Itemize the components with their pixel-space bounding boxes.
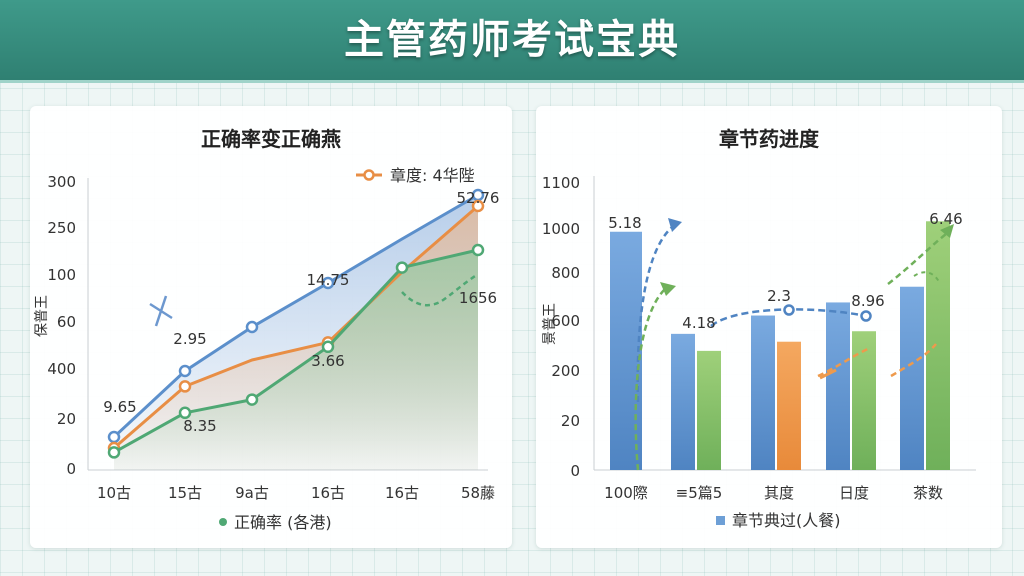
x-tick-label: 茶数 [913, 484, 943, 502]
x-tick-label: 16古 [311, 484, 345, 502]
data-label: 1656 [459, 289, 497, 307]
y-tick-label: 1100 [542, 174, 580, 192]
line-chart-panel: 正确率变正确燕 300 250 100 60 400 20 0 保普王 10古 15古 9a古 16古 1… [30, 106, 512, 548]
arrow-head [668, 218, 682, 232]
data-point [471, 243, 485, 257]
sparkle-icon [149, 295, 173, 327]
bar-chart-panel: 章节药进度 1100 1000 800 600 200 20 0 景普王 100際 ≡5篇5 其度 日度… [536, 106, 1002, 548]
data-label: 14.75 [307, 271, 350, 289]
y-axis-label: 景普王 [542, 303, 558, 345]
series-area [114, 250, 478, 470]
data-point [245, 393, 259, 406]
legend-swatch [716, 516, 725, 525]
data-label: 3.66 [311, 352, 344, 370]
x-tick-label: ≡5篇5 [676, 484, 723, 502]
data-point [860, 310, 872, 322]
x-tick-label: 日度 [839, 484, 869, 502]
bar [697, 350, 721, 470]
line-chart: 正确率变正确燕 300 250 100 60 400 20 0 保普王 10古 15古 9a古 16古 1… [34, 127, 500, 532]
x-tick-label: 10古 [97, 484, 131, 502]
y-tick-label: 300 [47, 173, 76, 191]
data-point [321, 276, 335, 290]
y-tick-label: 20 [57, 410, 76, 428]
bar [826, 302, 850, 470]
bar [610, 231, 642, 470]
data-point [107, 430, 121, 444]
legend-label: 正确率 (各港) [234, 513, 332, 532]
data-point [178, 406, 192, 420]
y-tick-label: 0 [66, 460, 76, 478]
trend-arrow [887, 233, 947, 285]
data-point [245, 320, 259, 334]
x-tick-label: 15古 [168, 484, 202, 502]
chart-title: 章节药进度 [719, 127, 820, 151]
title-banner: 主管药师考试宝典 [0, 0, 1024, 83]
legend-marker-green [219, 518, 227, 526]
x-tick-label: 58藤 [461, 484, 495, 502]
bar [926, 221, 950, 470]
arrow-head [940, 224, 954, 238]
x-tick-label: 100際 [604, 484, 648, 502]
y-tick-label: 100 [47, 266, 76, 284]
data-point [107, 446, 121, 459]
trend-arrow [913, 271, 941, 285]
data-point [783, 304, 795, 316]
data-label: 2.95 [173, 330, 206, 348]
trend-arrow [890, 343, 937, 378]
data-label: 8.96 [851, 292, 884, 310]
data-label: 6.46 [929, 210, 962, 228]
trend-arrow [636, 222, 677, 403]
data-point [178, 380, 192, 393]
trend-arrow [634, 287, 667, 471]
legend-marker-orange [363, 169, 375, 181]
y-tick-label: 1000 [542, 220, 580, 238]
trend-arrow [819, 368, 837, 380]
trend-arrow [710, 308, 867, 327]
y-tick-label: 400 [47, 360, 76, 378]
bar [671, 333, 695, 470]
y-tick-label: 20 [561, 412, 580, 430]
series-line [112, 193, 479, 439]
data-point [395, 261, 409, 274]
y-tick-label: 200 [551, 362, 580, 380]
trend-arrow [817, 346, 871, 378]
y-tick-label: 250 [47, 219, 76, 237]
series-line [113, 204, 479, 450]
data-label: 5.18 [608, 214, 641, 232]
x-tick-label: 16古 [385, 484, 419, 502]
bar [777, 341, 801, 470]
data-point [471, 199, 485, 213]
y-tick-label: 0 [570, 462, 580, 480]
y-axis-label: 保普王 [34, 295, 50, 337]
data-label: 2.3 [767, 287, 791, 305]
bar [751, 315, 775, 470]
trend-arrow [401, 272, 479, 307]
x-tick-label: 9a古 [235, 484, 269, 502]
data-point [178, 364, 192, 378]
series-line [113, 248, 479, 454]
x-tick-label: 其度 [764, 484, 794, 502]
y-tick-label: 60 [57, 313, 76, 331]
legend-label: 章节典过(人餐) [732, 511, 841, 530]
data-point [321, 340, 335, 354]
arrow-head [660, 282, 676, 296]
data-label: 4.18 [682, 314, 715, 332]
y-tick-label: 800 [551, 264, 580, 282]
y-tick-label: 600 [551, 312, 580, 330]
data-label: 8.35 [183, 417, 216, 435]
data-label: 52.76 [457, 189, 500, 207]
page-title: 主管药师考试宝典 [344, 17, 680, 63]
legend-label: 章度: 4华陛 [390, 166, 475, 185]
chart-title: 正确率变正确燕 [201, 127, 341, 151]
data-label: 9.65 [103, 398, 136, 416]
bar [900, 286, 924, 470]
